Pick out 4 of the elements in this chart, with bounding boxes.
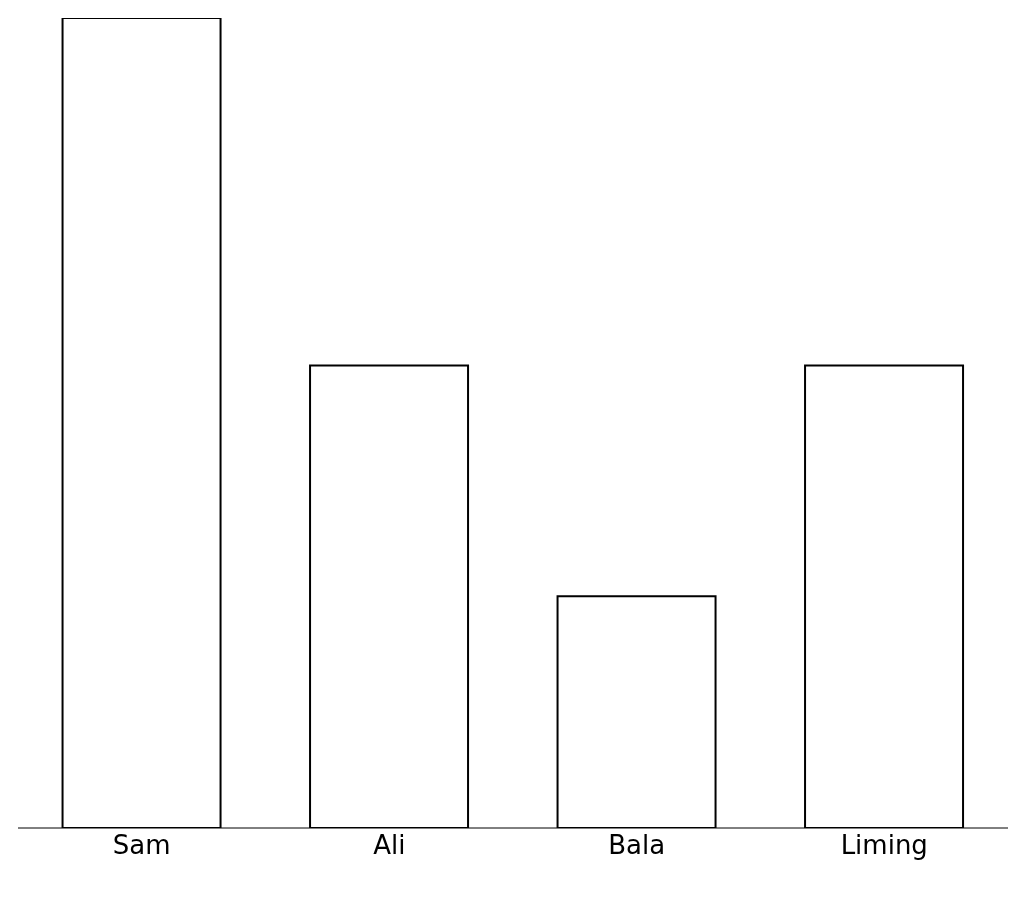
x-tick-label: Ali <box>373 830 406 861</box>
x-tick-label: Bala <box>608 830 666 861</box>
x-tick-label: Liming <box>840 830 928 861</box>
x-tick-label: Sam <box>112 830 171 861</box>
